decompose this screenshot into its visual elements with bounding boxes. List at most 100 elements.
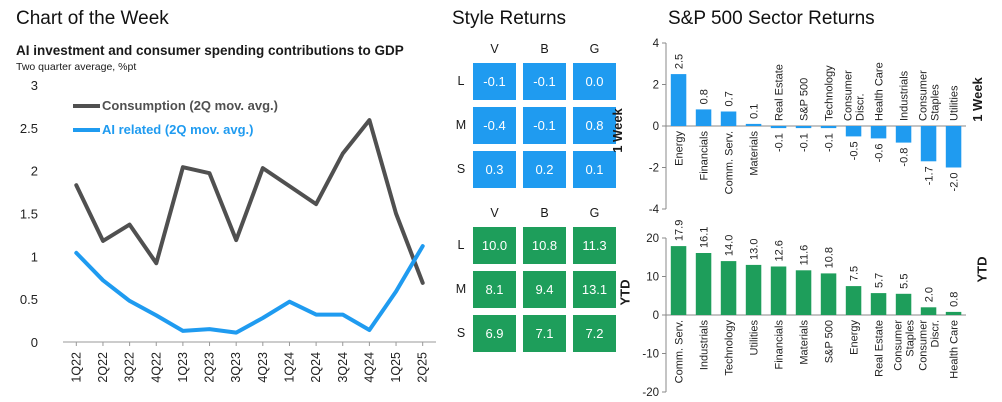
sector-bar bbox=[770, 266, 787, 315]
x-tick-label: 3Q24 bbox=[336, 352, 350, 383]
sector-bar bbox=[920, 126, 937, 162]
y-tick-label: -4 bbox=[649, 204, 660, 216]
x-tick-label: 3Q23 bbox=[229, 352, 243, 383]
category-label: ConsumerDiscr. bbox=[843, 70, 867, 121]
x-tick-label: 1Q24 bbox=[282, 352, 296, 383]
category-label: ConsumerStaples bbox=[893, 320, 917, 371]
line-chart-title: AI investment and consumer spending cont… bbox=[16, 43, 404, 58]
y-tick-label: 1 bbox=[31, 249, 38, 264]
style-returns-header: Style Returns bbox=[452, 8, 567, 29]
y-tick-label: 4 bbox=[653, 38, 660, 50]
x-tick-label: 4Q24 bbox=[362, 352, 376, 383]
category-label: S&P 500 bbox=[799, 78, 811, 121]
y-tick-label: -20 bbox=[642, 387, 659, 399]
value-label: -2.0 bbox=[949, 173, 961, 192]
sector-bar bbox=[870, 293, 887, 315]
sector-bar bbox=[895, 126, 912, 143]
category-label: Comm. Serv. bbox=[724, 131, 736, 194]
x-tick-label: 3Q22 bbox=[123, 352, 137, 383]
value-label: -0.1 bbox=[774, 133, 786, 152]
value-label: 2.5 bbox=[674, 54, 686, 69]
value-label: 11.6 bbox=[799, 245, 811, 266]
value-label: 14.0 bbox=[724, 235, 736, 256]
sector-bar bbox=[945, 126, 962, 168]
sector-ytd-label: YTD bbox=[974, 256, 990, 283]
sector-bar bbox=[945, 311, 962, 315]
y-tick-label: -10 bbox=[642, 349, 659, 361]
x-tick-label: 2Q22 bbox=[96, 352, 110, 383]
sector-bar bbox=[670, 246, 687, 315]
sector-bar bbox=[795, 126, 812, 129]
y-tick-label: 3 bbox=[31, 78, 38, 93]
y-tick-label: 20 bbox=[646, 233, 659, 245]
category-label: Energy bbox=[849, 320, 861, 355]
value-label: 2.0 bbox=[924, 287, 936, 302]
sector-bar bbox=[845, 286, 862, 315]
category-label: S&P 500 bbox=[824, 320, 836, 363]
value-label: 7.5 bbox=[849, 266, 861, 281]
value-label: -0.1 bbox=[799, 133, 811, 152]
value-label: 17.9 bbox=[674, 220, 686, 241]
category-label: ConsumerStaples bbox=[918, 70, 942, 121]
value-label: 0.8 bbox=[949, 292, 961, 307]
category-label: Industrials bbox=[699, 320, 711, 371]
y-tick-label: 0 bbox=[653, 310, 659, 322]
sector-bar bbox=[770, 126, 787, 129]
sector-bar bbox=[870, 126, 887, 139]
sector-bar bbox=[845, 126, 862, 137]
value-label: -0.8 bbox=[899, 148, 911, 167]
y-tick-label: 0 bbox=[653, 121, 659, 133]
x-tick-label: 2Q25 bbox=[416, 352, 430, 383]
value-label: 0.7 bbox=[724, 91, 736, 106]
sector-bar bbox=[895, 293, 912, 315]
y-tick-label: 2 bbox=[653, 80, 659, 92]
category-label: Utilities bbox=[749, 320, 761, 356]
sector-bar bbox=[820, 126, 837, 129]
value-label: -0.6 bbox=[874, 143, 886, 162]
category-label: Utilities bbox=[949, 85, 961, 121]
y-tick-label: 2.5 bbox=[20, 121, 38, 136]
category-label: Technology bbox=[724, 320, 736, 376]
category-label: Financials bbox=[699, 131, 711, 181]
category-label: Industrials bbox=[899, 70, 911, 121]
line-chart: 0 0.5 1 1.5 2 2.5 3 1Q22 2Q22 3Q22 4Q22 1Q23 2Q23 3Q2… bbox=[20, 78, 436, 383]
category-label: Real Estate bbox=[774, 64, 786, 121]
y-tick-label: -2 bbox=[649, 163, 659, 175]
legend-label: AI related (2Q mov. avg.) bbox=[102, 122, 253, 137]
value-label: 0.1 bbox=[749, 104, 761, 119]
sector-1-week-label: 1 Week bbox=[969, 77, 985, 122]
sector-bar bbox=[695, 253, 712, 315]
sector-bar bbox=[745, 264, 762, 315]
sector-bar bbox=[920, 307, 937, 315]
category-label: ConsumerDiscr. bbox=[918, 320, 942, 371]
x-tick-label: 1Q22 bbox=[69, 352, 83, 383]
sector-returns-header: S&P 500 Sector Returns bbox=[668, 8, 875, 29]
sector-bar bbox=[720, 111, 737, 126]
sector-bar bbox=[745, 123, 762, 126]
category-label: Materials bbox=[749, 131, 761, 176]
value-label: 12.6 bbox=[774, 240, 786, 261]
value-label: -0.5 bbox=[849, 141, 861, 160]
series-line-ai-related bbox=[74, 244, 425, 335]
category-label: Health Care bbox=[949, 320, 961, 379]
category-label: Materials bbox=[799, 320, 811, 365]
sector-bar bbox=[795, 270, 812, 315]
y-tick-label: 2 bbox=[31, 164, 38, 179]
value-label: -1.7 bbox=[924, 166, 936, 185]
value-label: 5.5 bbox=[899, 274, 911, 289]
y-tick-label: 10 bbox=[646, 272, 659, 284]
x-tick-label: 4Q22 bbox=[149, 352, 163, 383]
legend-label: Consumption (2Q mov. avg.) bbox=[102, 98, 278, 113]
value-label: 0.8 bbox=[699, 89, 711, 104]
x-tick-label: 1Q25 bbox=[389, 352, 403, 383]
sector-bar bbox=[820, 273, 837, 315]
x-tick-label: 4Q23 bbox=[256, 352, 270, 383]
line-chart-subtitle: Two quarter average, %pt bbox=[16, 61, 137, 73]
value-label: 16.1 bbox=[699, 227, 711, 248]
value-label: -0.1 bbox=[824, 133, 836, 152]
value-label: 13.0 bbox=[749, 239, 761, 260]
category-label: Energy bbox=[674, 131, 686, 166]
category-label: Technology bbox=[824, 65, 836, 121]
category-label: Comm. Serv. bbox=[674, 320, 686, 383]
